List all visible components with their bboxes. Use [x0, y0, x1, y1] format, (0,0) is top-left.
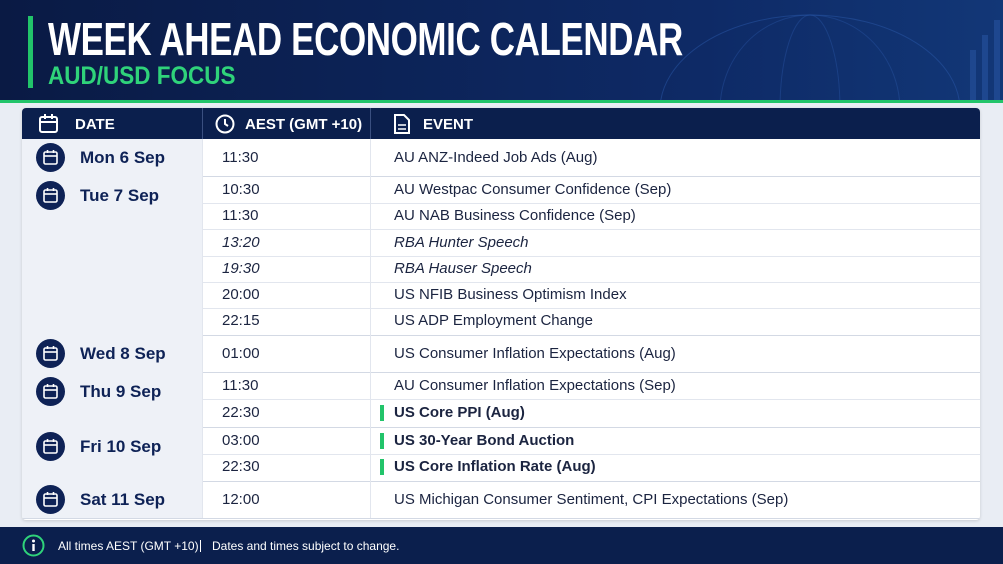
- table: DATE AEST (GMT +10) EVENT Mon 6 Sep 11:30…: [22, 108, 980, 520]
- date-label: Thu 9 Sep: [80, 382, 162, 402]
- day-divider: [22, 426, 980, 428]
- date-label: Mon 6 Sep: [80, 148, 166, 167]
- date-icon: [36, 485, 65, 514]
- event-divider: [370, 481, 371, 518]
- time-cell: 03:00: [222, 431, 260, 449]
- time-cell: 01:00: [222, 344, 260, 362]
- header: WEEK AHEAD ECONOMIC CALENDAR AUD/USD FOC…: [0, 0, 1003, 103]
- row-divider: [202, 229, 980, 231]
- highlight-bar: [380, 432, 384, 449]
- event-cell: US Consumer Inflation Expectations (Aug): [394, 344, 676, 362]
- time-cell: 10:30: [222, 181, 260, 199]
- column-header: DATE: [75, 116, 115, 133]
- date-icon: [36, 143, 65, 172]
- time-cell: 12:00: [222, 490, 260, 508]
- event-divider: [370, 139, 371, 176]
- calendar-icon: [39, 114, 58, 133]
- time-divider: [202, 335, 203, 373]
- column-header: AEST (GMT +10): [245, 116, 363, 133]
- globe-decoration: [660, 14, 1000, 100]
- time-cell: 22:30: [222, 403, 260, 421]
- accent-bar: [28, 16, 33, 88]
- footer-note: All times AEST (GMT +10): [58, 539, 199, 553]
- calendar-glyph: [43, 384, 58, 399]
- date-icon: [36, 181, 65, 210]
- title: WEEK AHEAD ECONOMIC CALENDAR: [48, 13, 683, 65]
- time-cell: 11:30: [222, 148, 259, 166]
- document-icon: [394, 114, 410, 134]
- day-divider: [22, 335, 980, 337]
- footer: All times AEST (GMT +10) Dates and times…: [0, 527, 1003, 564]
- event-cell: US 30-Year Bond Auction: [394, 431, 575, 449]
- event-cell: US Michigan Consumer Sentiment, CPI Expe…: [394, 490, 789, 508]
- time-cell: 22:30: [222, 457, 260, 475]
- event-cell: AU Consumer Inflation Expectations (Sep): [394, 377, 676, 395]
- clock-icon: [215, 114, 235, 134]
- row-divider: [202, 255, 980, 257]
- date-icon: [36, 431, 65, 461]
- event-cell: AU Westpac Consumer Confidence (Sep): [394, 181, 672, 199]
- calendar-glyph: [43, 346, 58, 361]
- event-divider: [370, 372, 371, 427]
- event-cell: US Core Inflation Rate (Aug): [394, 457, 596, 475]
- day-divider: [22, 176, 980, 177]
- event-cell: US ADP Employment Change: [394, 312, 593, 330]
- date-label: Tue 7 Sep: [80, 186, 160, 205]
- row-divider: [202, 453, 980, 455]
- time-cell: 11:30: [222, 377, 259, 395]
- date-icon: [36, 377, 65, 407]
- event-divider: [370, 176, 371, 336]
- subtitle: AUD/USD FOCUS: [48, 62, 236, 90]
- row-divider: [202, 281, 980, 283]
- time-divider: [202, 372, 203, 427]
- divider: [202, 108, 203, 139]
- calendar-glyph: [43, 438, 58, 454]
- row-divider: [202, 399, 980, 401]
- footer-disclaimer: Dates and times subject to change.: [212, 539, 400, 553]
- column-header: EVENT: [423, 116, 474, 133]
- time-cell: 13:20: [222, 233, 260, 251]
- event-cell: RBA Hauser Speech: [394, 259, 532, 277]
- time-cell: 19:30: [222, 259, 260, 277]
- table-header: DATE AEST (GMT +10) EVENT: [22, 108, 980, 139]
- time-divider: [202, 176, 203, 336]
- event-cell: AU ANZ-Indeed Job Ads (Aug): [394, 148, 598, 166]
- time-divider: [202, 139, 203, 176]
- info-icon: [22, 534, 45, 557]
- highlight-bar: [380, 404, 384, 421]
- row-divider: [202, 308, 980, 309]
- day-divider: [22, 481, 980, 482]
- event-divider: [370, 426, 371, 481]
- event-divider: [370, 335, 371, 373]
- calendar-glyph: [43, 188, 58, 203]
- event-cell: RBA Hunter Speech: [394, 233, 529, 251]
- event-cell: AU NAB Business Confidence (Sep): [394, 207, 636, 225]
- day-divider: [22, 518, 980, 519]
- row-divider: [202, 203, 980, 205]
- time-cell: 20:00: [222, 285, 260, 303]
- date-icon: [36, 339, 65, 369]
- event-cell: US Core PPI (Aug): [394, 403, 525, 421]
- event-cell: US NFIB Business Optimism Index: [394, 285, 627, 303]
- calendar-glyph: [43, 492, 58, 507]
- day-divider: [22, 372, 980, 374]
- calendar-glyph: [43, 150, 58, 165]
- time-cell: 11:30: [222, 207, 259, 225]
- highlight-bar: [380, 458, 384, 475]
- separator: [200, 540, 201, 552]
- divider: [370, 108, 371, 139]
- time-divider: [202, 481, 203, 518]
- time-divider: [202, 426, 203, 481]
- date-label: Sat 11 Sep: [80, 490, 166, 509]
- date-label: Fri 10 Sep: [80, 436, 162, 456]
- date-label: Wed 8 Sep: [80, 344, 166, 364]
- time-cell: 22:15: [222, 312, 260, 330]
